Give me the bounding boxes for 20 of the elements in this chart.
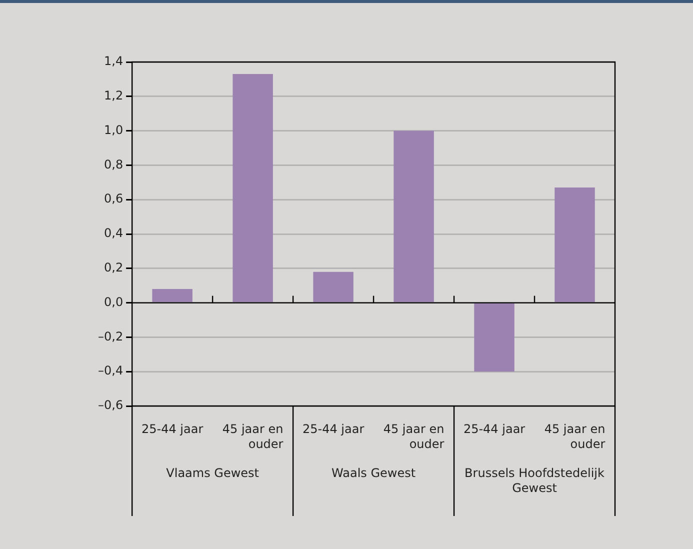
y-tick-label: 1,2 bbox=[104, 88, 124, 103]
y-tick-label: –0,6 bbox=[98, 398, 124, 412]
x-tick-label: 25-44 jaar bbox=[141, 422, 204, 436]
y-tick-label: 0,8 bbox=[104, 157, 124, 172]
y-tick-label: 1,0 bbox=[104, 122, 124, 137]
y-tick-label: 0,0 bbox=[104, 294, 124, 309]
x-tick-label: 45 jaar en ouder bbox=[222, 422, 284, 452]
y-tick-label: 1,4 bbox=[104, 54, 124, 68]
y-tick-label: –0,4 bbox=[98, 364, 124, 378]
x-tick-label: 45 jaar en ouder bbox=[383, 422, 444, 452]
x-tick-label: 25-44 jaar bbox=[302, 422, 364, 436]
y-tick-label: 0,6 bbox=[104, 192, 124, 206]
text: Waals Gewest bbox=[332, 466, 416, 480]
x-tick-label: 45 jaar en ouder bbox=[544, 422, 606, 452]
y-tick-label: –0,2 bbox=[98, 329, 124, 344]
y-tick-label: 0,4 bbox=[104, 226, 124, 240]
text: Vlaams Gewest bbox=[166, 466, 260, 480]
y-tick-label: 0,2 bbox=[104, 260, 124, 275]
x-tick-label: 25-44 jaar bbox=[463, 422, 526, 436]
text: Brussels Hoofdstedelijk Gewest bbox=[464, 466, 605, 496]
